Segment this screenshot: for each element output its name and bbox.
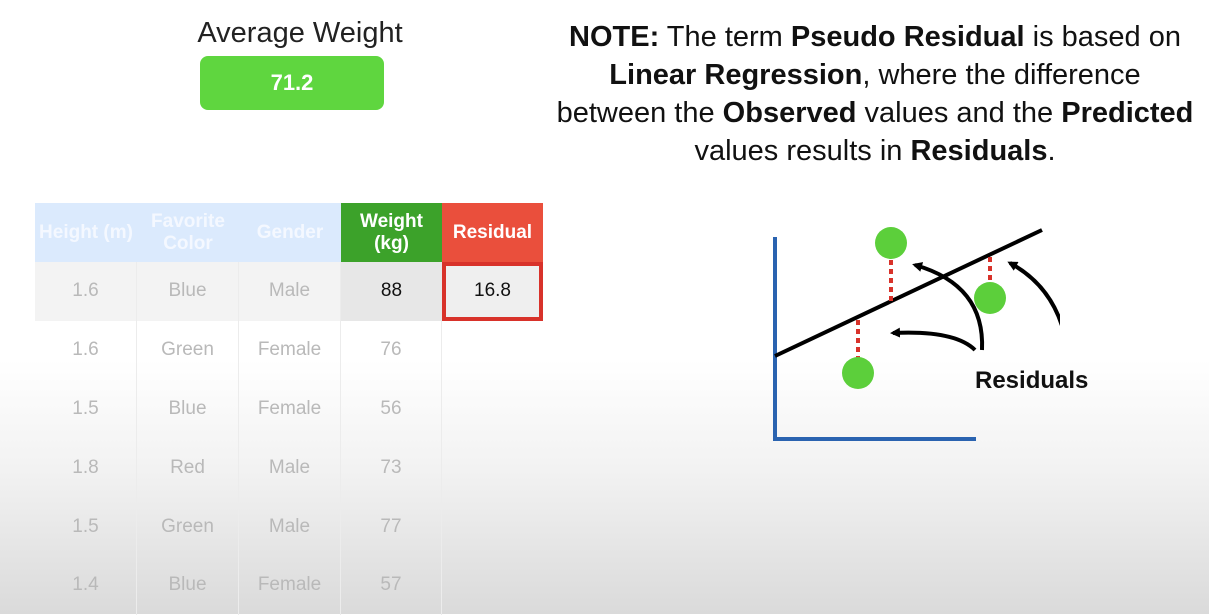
cell-gender: Male <box>239 438 341 498</box>
cell-favorite-color: Red <box>137 438 239 498</box>
note-lead: NOTE: <box>569 21 660 53</box>
note-observed: Observed <box>722 97 857 129</box>
cell-height: 1.5 <box>35 497 137 556</box>
note-residuals: Residuals <box>910 135 1048 167</box>
note-predicted: Predicted <box>1061 97 1194 129</box>
cell-weight: 57 <box>341 555 442 615</box>
cell-residual <box>442 438 543 497</box>
arrow <box>890 327 977 352</box>
header-residual: Residual <box>442 203 543 262</box>
cell-height: 1.8 <box>35 438 137 498</box>
cell-favorite-color: Blue <box>137 262 239 321</box>
regression-diagram <box>773 227 1060 441</box>
axis-lines <box>773 237 976 441</box>
regression-line <box>774 228 1043 358</box>
cell-gender: Male <box>239 262 341 321</box>
cell-residual <box>442 497 543 556</box>
cell-gender: Female <box>239 555 341 615</box>
data-table: Height (m) Favorite Color Gender Weight … <box>35 203 543 615</box>
cell-residual <box>442 321 543 380</box>
cell-gender: Male <box>239 497 341 556</box>
cell-favorite-color: Blue <box>137 379 239 439</box>
data-point <box>875 227 907 259</box>
cell-weight: 73 <box>341 438 442 498</box>
note-text: NOTE: The term Pseudo Residual is based … <box>555 18 1195 170</box>
header-weight: Weight (kg) <box>341 203 442 262</box>
header-height: Height (m) <box>35 203 137 262</box>
cell-favorite-color: Blue <box>137 555 239 615</box>
residuals-label: Residuals <box>975 367 1089 394</box>
cell-weight-highlighted: 88 <box>341 262 442 321</box>
cell-residual <box>442 556 543 615</box>
arrow <box>1007 261 1060 327</box>
cell-height: 1.6 <box>35 320 137 380</box>
note-text-3: , where the difference between the <box>556 59 1141 129</box>
cell-height: 1.5 <box>35 379 137 439</box>
cell-residual-highlighted: 16.8 <box>442 262 543 321</box>
average-weight-title: Average Weight <box>197 17 403 49</box>
cell-favorite-color: Green <box>137 497 239 556</box>
average-weight-value: 71.2 <box>200 56 384 110</box>
data-point <box>974 282 1006 314</box>
header-gender: Gender <box>239 203 341 262</box>
cell-favorite-color: Green <box>137 320 239 380</box>
arrow <box>912 262 985 351</box>
cell-weight: 76 <box>341 320 442 380</box>
note-text-1: The term <box>659 21 791 53</box>
cell-gender: Female <box>239 379 341 439</box>
note-term: Pseudo Residual <box>790 21 1025 53</box>
note-text-4: values and the <box>856 97 1062 129</box>
cell-height: 1.4 <box>35 555 137 615</box>
data-point <box>842 357 874 389</box>
note-text-5: values results in <box>694 135 911 167</box>
cell-weight: 77 <box>341 497 442 556</box>
header-favorite-color: Favorite Color <box>137 203 239 262</box>
cell-residual <box>442 380 543 439</box>
note-text-2: is based on <box>1024 21 1181 53</box>
cell-gender: Female <box>239 320 341 380</box>
note-text-6: . <box>1047 135 1056 167</box>
note-method: Linear Regression <box>609 59 863 91</box>
cell-weight: 56 <box>341 379 442 439</box>
cell-height: 1.6 <box>35 262 137 321</box>
